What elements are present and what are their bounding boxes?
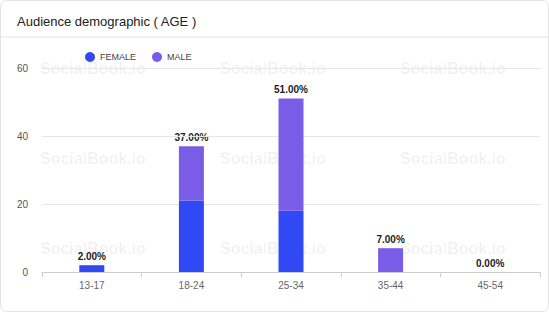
svg-text:35-44: 35-44	[378, 280, 404, 291]
svg-text:SocialBook.io: SocialBook.io	[400, 150, 506, 167]
svg-text:SocialBook.io: SocialBook.io	[40, 239, 146, 257]
svg-text:SocialBook.io: SocialBook.io	[220, 240, 326, 257]
svg-text:45-54: 45-54	[477, 280, 503, 291]
svg-text:13-17: 13-17	[79, 280, 105, 291]
svg-text:SocialBook.io: SocialBook.io	[40, 59, 146, 77]
svg-text:40: 40	[17, 131, 29, 142]
svg-text:7.00%: 7.00%	[376, 234, 404, 245]
svg-text:2.00%: 2.00%	[78, 251, 106, 262]
svg-text:25-34: 25-34	[278, 280, 304, 291]
svg-text:20: 20	[17, 199, 29, 210]
svg-text:0: 0	[22, 267, 28, 278]
svg-text:SocialBook.io: SocialBook.io	[220, 150, 326, 167]
svg-text:Audience demographic ( AGE ): Audience demographic ( AGE )	[17, 14, 196, 29]
svg-text:SocialBook.io: SocialBook.io	[40, 150, 146, 167]
svg-text:37.00%: 37.00%	[174, 132, 208, 143]
svg-text:0.00%: 0.00%	[476, 258, 504, 269]
svg-text:SocialBook.io: SocialBook.io	[220, 59, 326, 77]
svg-text:18-24: 18-24	[179, 280, 205, 291]
svg-text:SocialBook.io: SocialBook.io	[400, 240, 506, 257]
svg-text:60: 60	[17, 63, 29, 74]
svg-text:51.00%: 51.00%	[274, 84, 308, 95]
svg-text:SocialBook.io: SocialBook.io	[400, 59, 506, 77]
svg-text:FEMALE: FEMALE	[100, 52, 136, 62]
svg-text:MALE: MALE	[167, 52, 192, 62]
